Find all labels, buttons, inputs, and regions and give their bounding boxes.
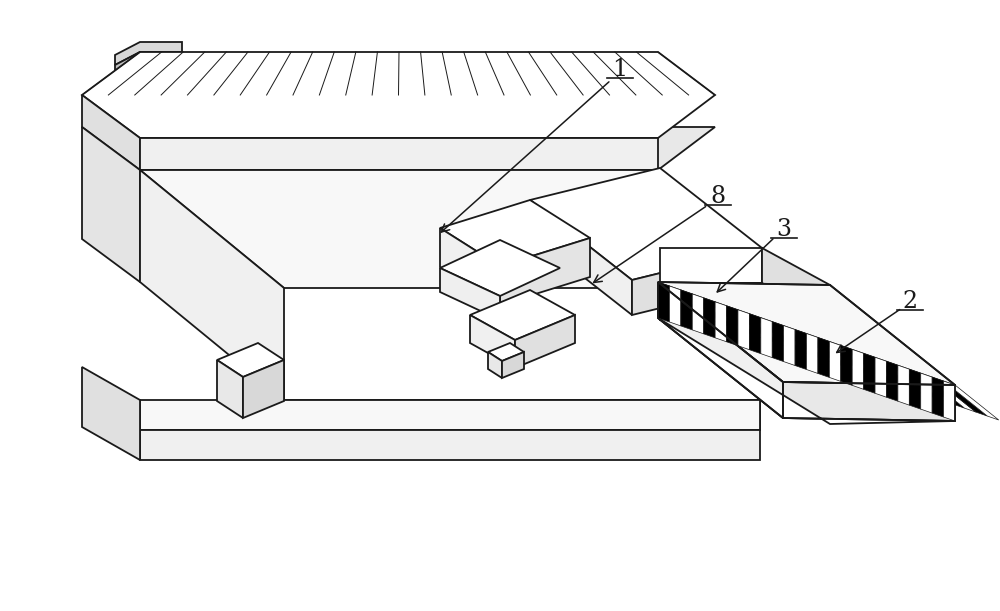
- Polygon shape: [909, 369, 964, 408]
- Polygon shape: [82, 367, 140, 460]
- Polygon shape: [658, 318, 955, 424]
- Polygon shape: [470, 315, 515, 368]
- Polygon shape: [761, 318, 816, 357]
- Polygon shape: [658, 170, 760, 400]
- Polygon shape: [440, 228, 500, 305]
- Polygon shape: [82, 52, 715, 138]
- Polygon shape: [749, 313, 805, 353]
- Polygon shape: [795, 329, 850, 368]
- Polygon shape: [669, 286, 725, 325]
- Polygon shape: [932, 377, 944, 417]
- Polygon shape: [669, 286, 681, 326]
- Polygon shape: [864, 353, 875, 393]
- Polygon shape: [140, 400, 760, 430]
- Polygon shape: [470, 290, 575, 340]
- Polygon shape: [660, 283, 762, 320]
- Polygon shape: [440, 240, 560, 296]
- Polygon shape: [488, 352, 502, 378]
- Polygon shape: [738, 310, 749, 349]
- Text: 3: 3: [776, 218, 792, 241]
- Polygon shape: [440, 200, 590, 266]
- Polygon shape: [515, 315, 575, 368]
- Polygon shape: [841, 345, 852, 386]
- Polygon shape: [692, 294, 704, 334]
- Polygon shape: [82, 127, 140, 282]
- Polygon shape: [115, 52, 140, 95]
- Polygon shape: [806, 334, 862, 373]
- Polygon shape: [658, 282, 669, 322]
- Polygon shape: [140, 170, 284, 400]
- Polygon shape: [738, 310, 793, 349]
- Text: 1: 1: [612, 58, 628, 81]
- Polygon shape: [818, 337, 873, 376]
- Polygon shape: [727, 306, 738, 346]
- Polygon shape: [761, 318, 772, 357]
- Polygon shape: [909, 369, 921, 409]
- Polygon shape: [217, 360, 243, 418]
- Polygon shape: [82, 127, 715, 170]
- Polygon shape: [921, 373, 932, 413]
- Polygon shape: [502, 352, 524, 378]
- Polygon shape: [727, 306, 782, 345]
- Polygon shape: [772, 321, 784, 362]
- Polygon shape: [898, 365, 953, 404]
- Polygon shape: [658, 282, 783, 418]
- Polygon shape: [704, 298, 759, 337]
- Polygon shape: [944, 381, 955, 421]
- Polygon shape: [284, 400, 760, 430]
- Polygon shape: [772, 321, 827, 360]
- Polygon shape: [898, 365, 909, 405]
- Polygon shape: [818, 337, 829, 378]
- Polygon shape: [944, 381, 999, 420]
- Polygon shape: [715, 302, 727, 342]
- Polygon shape: [852, 349, 864, 389]
- Polygon shape: [715, 302, 770, 341]
- Polygon shape: [660, 248, 762, 283]
- Polygon shape: [875, 357, 886, 397]
- Polygon shape: [217, 343, 284, 377]
- Polygon shape: [829, 342, 841, 381]
- Polygon shape: [704, 298, 715, 338]
- Polygon shape: [841, 345, 896, 384]
- Text: 2: 2: [902, 290, 918, 313]
- Polygon shape: [140, 138, 658, 170]
- Polygon shape: [681, 290, 736, 329]
- Polygon shape: [886, 361, 898, 401]
- Polygon shape: [530, 168, 762, 280]
- Polygon shape: [921, 373, 976, 412]
- Polygon shape: [762, 248, 830, 320]
- Polygon shape: [243, 360, 284, 418]
- Polygon shape: [749, 313, 761, 354]
- Polygon shape: [140, 430, 760, 460]
- Polygon shape: [932, 377, 987, 416]
- Polygon shape: [784, 326, 795, 365]
- Polygon shape: [632, 248, 762, 315]
- Polygon shape: [82, 95, 140, 170]
- Polygon shape: [500, 238, 590, 305]
- Polygon shape: [692, 294, 747, 333]
- Polygon shape: [658, 282, 955, 385]
- Polygon shape: [488, 343, 524, 361]
- Polygon shape: [681, 290, 692, 330]
- Polygon shape: [864, 353, 919, 392]
- Polygon shape: [829, 342, 885, 381]
- Polygon shape: [795, 329, 806, 370]
- Polygon shape: [440, 268, 500, 320]
- Polygon shape: [140, 170, 760, 288]
- Polygon shape: [115, 42, 182, 65]
- Polygon shape: [852, 349, 907, 389]
- Polygon shape: [783, 382, 955, 421]
- Polygon shape: [806, 334, 818, 373]
- Polygon shape: [530, 200, 632, 315]
- Polygon shape: [784, 326, 839, 365]
- Text: 8: 8: [710, 185, 726, 208]
- Polygon shape: [658, 282, 713, 321]
- Polygon shape: [875, 357, 930, 396]
- Polygon shape: [886, 361, 942, 400]
